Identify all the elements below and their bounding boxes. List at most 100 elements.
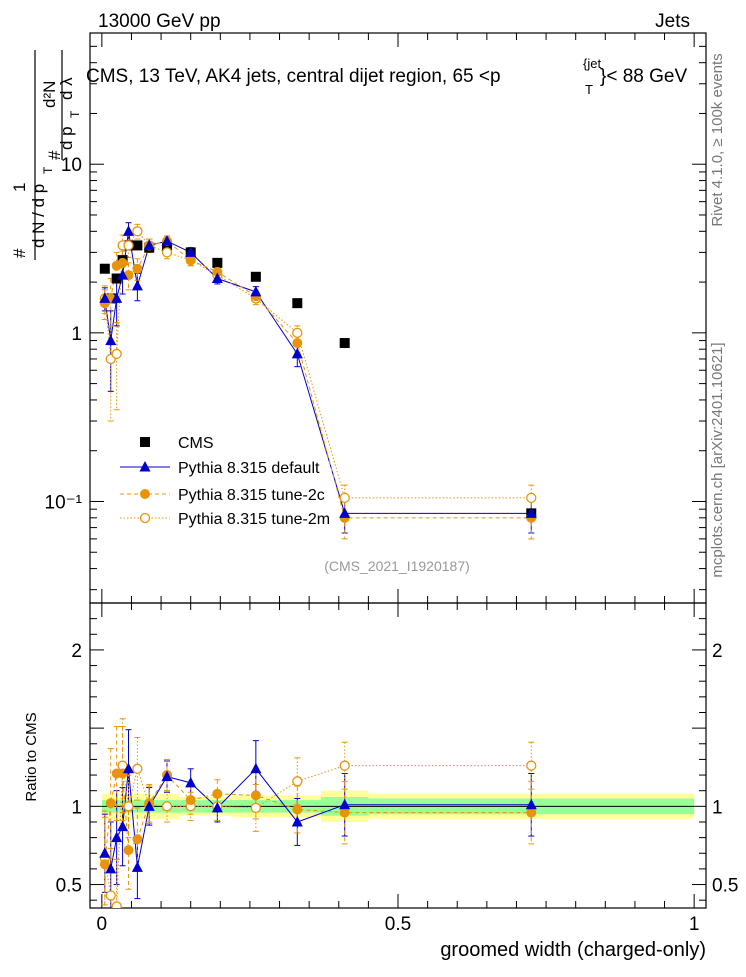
ratio-point-def [99, 847, 111, 858]
analysis-id-label: (CMS_2021_I1920187) [324, 558, 470, 574]
ratio-point-t2c [292, 804, 303, 815]
ylabel-den: d N / d p [29, 184, 48, 248]
ratio-y-tick-label-right: 0.5 [712, 876, 738, 897]
ratio-point-t2c [99, 859, 110, 870]
ratio-point-t2c [105, 798, 116, 809]
legend: CMS Pythia 8.315 default Pythia 8.315 tune… [120, 435, 330, 528]
legend-label: Pythia 8.315 default [178, 460, 320, 477]
ylabel-dp: d p [57, 126, 76, 150]
legend-marker [140, 489, 150, 499]
axes-layer: 0 0.5 1 10⁻¹ 1 10 0.5 0.5 1 1 2 2 [45, 32, 738, 935]
main-point-def [161, 235, 173, 246]
legend-label: CMS [178, 435, 214, 452]
main-point-def [105, 334, 117, 346]
ratio-point-t2m [105, 890, 116, 901]
ratio-point-t2m [339, 760, 350, 771]
main-y-tick-label: 1 [71, 324, 82, 345]
main-point-cms [99, 263, 110, 274]
main-plot-layer [99, 222, 537, 540]
main-point-t2c [185, 255, 196, 266]
source-label: mcplots.cern.ch [arXiv:2401.10621] [709, 342, 726, 577]
main-point-t2c [117, 257, 128, 268]
ratio-y-tick-label: 0.5 [56, 876, 82, 897]
ratio-point-t2c [123, 845, 134, 856]
main-point-cms [250, 271, 261, 282]
main-point-t2m [123, 240, 134, 251]
ratio-point-t2c [526, 807, 537, 818]
ratio-point-def [105, 862, 117, 874]
ratio-ylabel: Ratio to CMS [23, 712, 40, 801]
ratio-line-t2c [104, 772, 532, 865]
ratio-point-t2c [132, 834, 143, 845]
plot-title: CMS, 13 TeV, AK4 jets, central dijet reg… [86, 56, 687, 97]
ratio-point-def [123, 762, 134, 774]
ylabel-dl: d λ [57, 77, 76, 100]
ratio-point-def [143, 800, 155, 811]
main-line-t2c [104, 240, 532, 519]
main-y-tick-label: 10 [61, 155, 82, 176]
ratio-point-t2c [339, 807, 350, 818]
main-point-t2c [132, 263, 143, 274]
ylabel-d2n: d²N [40, 81, 59, 108]
ratio-point-def [339, 798, 351, 810]
ratio-point-def [185, 776, 197, 788]
main-point-cms [111, 273, 122, 284]
process-label: Jets [655, 11, 690, 32]
x-tick-label: 0.5 [385, 914, 411, 935]
main-point-def [211, 272, 223, 284]
legend-item-cms: CMS [140, 435, 214, 452]
main-point-def [250, 285, 262, 297]
ylabel-den-sub: T [41, 166, 55, 174]
ylabel-dp-sub: T [68, 110, 82, 118]
main-y-tick-label: 10⁻¹ [45, 492, 83, 513]
ylabel-hash-1: # [10, 248, 29, 258]
main-point-def [291, 347, 303, 359]
ratio-line-t2m [104, 765, 532, 908]
ratio-y-tick-label-right: 2 [712, 641, 723, 662]
legend-marker [139, 512, 151, 524]
ratio-y-tick-label-right: 1 [712, 797, 723, 818]
ratio-point-t2m [161, 801, 173, 812]
main-point-t2m [339, 492, 350, 504]
ylabel-one: 1 [10, 183, 29, 192]
ratio-point-t2m [292, 776, 303, 787]
main-point-cms [132, 240, 143, 251]
ratio-point-def [111, 831, 123, 843]
legend-marker [140, 437, 150, 447]
main-point-cms [339, 338, 350, 349]
ratio-plot-layer [99, 718, 537, 908]
main-point-def [99, 292, 111, 303]
main-point-def [117, 269, 129, 280]
ratio-point-def [211, 801, 223, 813]
title-sup: {jet [583, 56, 601, 71]
main-point-def [131, 279, 143, 291]
title-suffix: }< 88 GeV [600, 66, 687, 87]
main-point-def [111, 292, 123, 303]
main-ylabel: # 1 d N / d p T # d²N d p T d λ [10, 50, 82, 260]
x-tick-label: 1 [689, 914, 700, 935]
main-point-def [339, 507, 351, 518]
ratio-line-def [104, 768, 532, 871]
ylabel-hash-2: # [45, 150, 64, 160]
ratio-point-t2m [526, 760, 537, 771]
main-point-t2c [292, 338, 303, 349]
ratio-point-def [131, 861, 143, 872]
legend-item-t2c: Pythia 8.315 tune-2c [120, 487, 325, 504]
energy-label: 13000 GeV pp [98, 11, 221, 32]
legend-item-def: Pythia 8.315 default [120, 460, 320, 477]
main-point-t2m [161, 247, 173, 258]
ratio-y-tick-label: 2 [71, 641, 82, 662]
ratio-y-tick-label: 1 [71, 797, 82, 818]
ratio-point-t2c [250, 790, 261, 801]
main-point-def [143, 239, 155, 250]
ratio-point-def [117, 820, 129, 832]
legend-label: Pythia 8.315 tune-2m [178, 511, 330, 528]
main-point-cms [292, 298, 303, 309]
x-tick-label: 0 [97, 914, 108, 935]
main-point-t2m [132, 226, 143, 237]
legend-item-t2m: Pythia 8.315 tune-2m [120, 511, 330, 528]
x-axis-label: groomed width (charged-only) [440, 939, 706, 961]
legend-label: Pythia 8.315 tune-2c [178, 487, 325, 504]
ratio-point-t2m [132, 763, 143, 774]
